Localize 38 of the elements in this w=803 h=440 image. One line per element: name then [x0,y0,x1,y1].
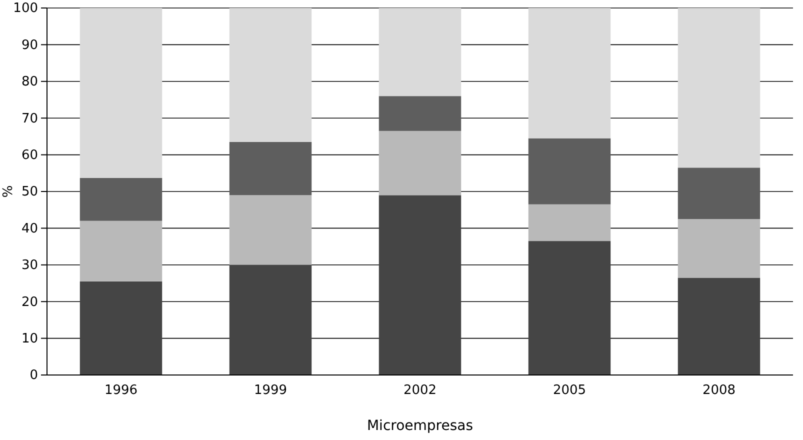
bar [229,195,312,265]
bar [80,8,162,178]
bar [229,264,312,375]
y-tick-label: 80 [21,74,38,90]
bar [378,195,462,375]
bar [229,8,312,142]
y-tick-label: 10 [21,331,38,346]
bar [378,8,462,96]
x-tick-label: 1996 [104,383,138,398]
bar [678,8,760,168]
bar [678,219,760,278]
bar [528,8,611,138]
y-tick-label: 30 [21,258,38,274]
x-tick-label: 2005 [552,383,586,398]
y-axis-title: % [1,185,16,198]
bar [528,138,611,204]
bar [80,178,162,221]
y-tick-label: 100 [13,1,38,16]
y-tick-label: 40 [21,221,38,236]
bar [378,96,462,131]
bar [80,220,162,282]
x-tick-label: 1999 [254,383,288,398]
y-tick-label: 20 [21,294,38,310]
bar [229,142,312,196]
y-tick-label: 50 [21,184,38,200]
y-tick-label: 0 [30,368,38,384]
y-tick-label: 60 [21,148,38,163]
y-tick-label: 90 [21,38,38,53]
bar [678,278,760,375]
x-axis-title: Microempresas [366,418,474,434]
y-tick-label: 70 [21,111,38,126]
x-tick-label: 2002 [403,383,437,398]
bar [378,130,462,196]
x-tick-label: 2008 [702,383,736,398]
bar [678,168,760,220]
bar [528,204,611,242]
bar [80,281,162,375]
bar [528,241,611,375]
